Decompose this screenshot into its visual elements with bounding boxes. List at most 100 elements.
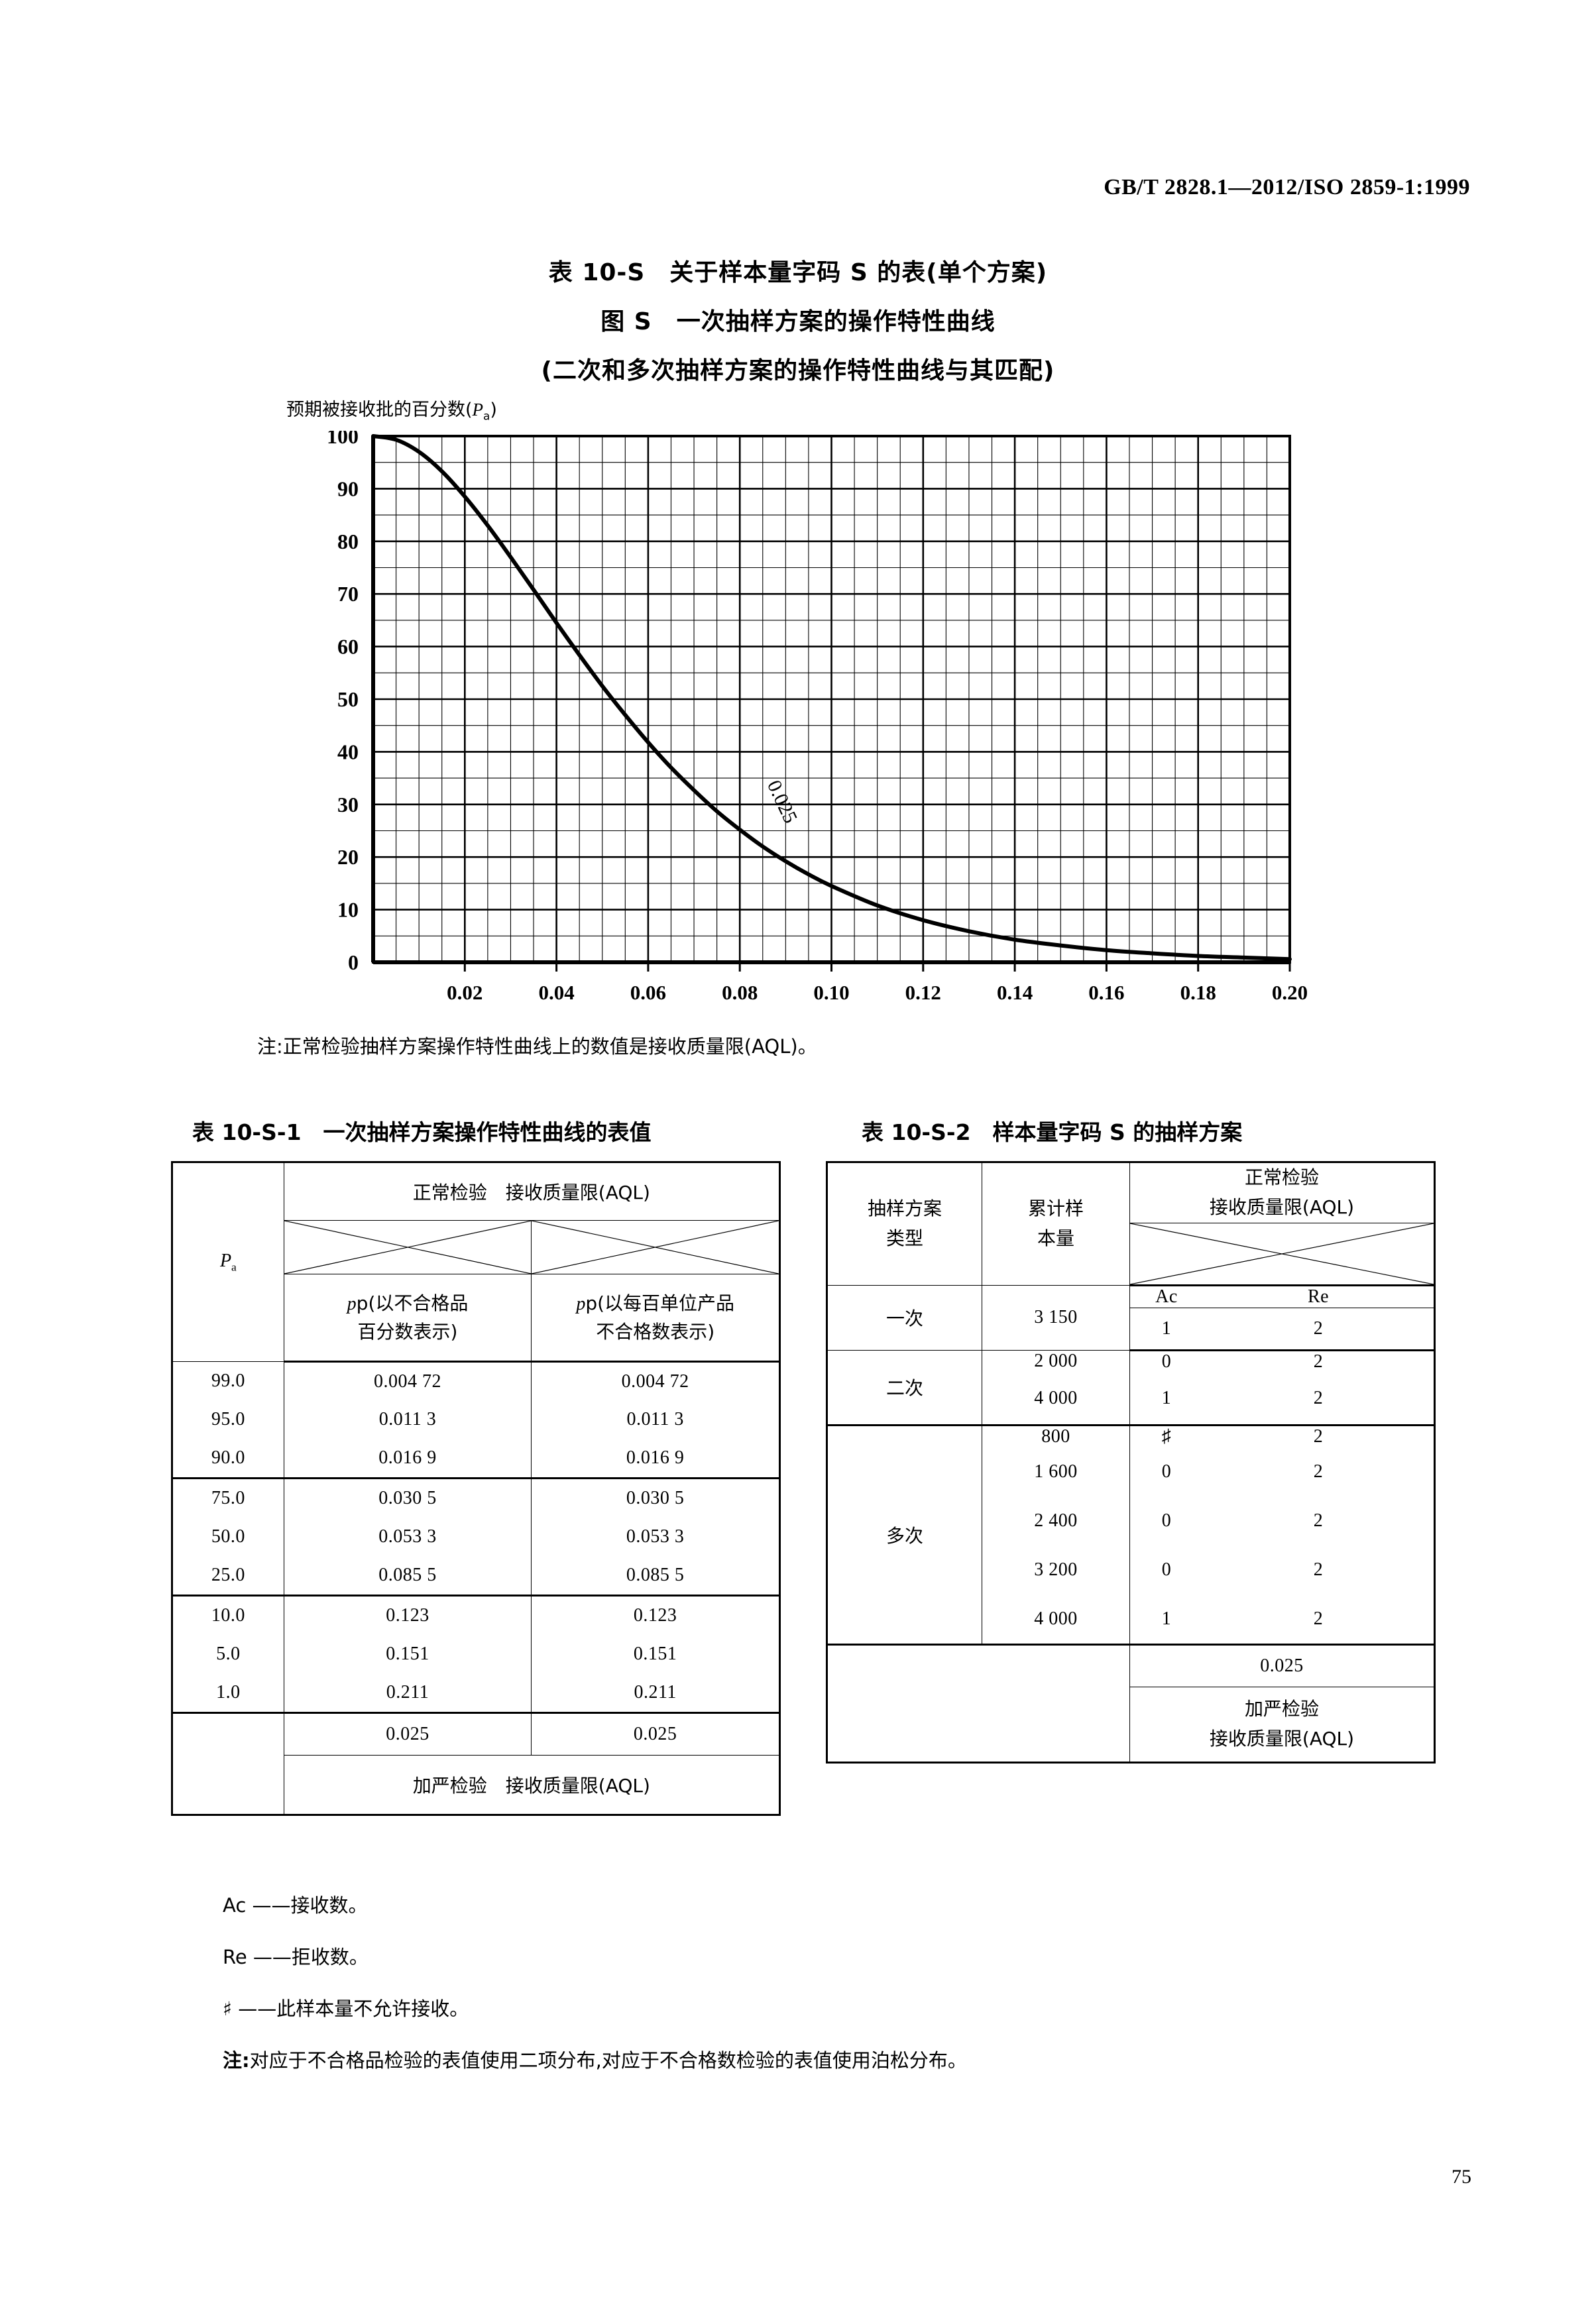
col1-value: 0.016 9 [283, 1439, 532, 1479]
svg-text:100: 100 [327, 431, 359, 448]
footer-line1: 加严检验 [1244, 1697, 1319, 1720]
col1-value: 0.011 3 [283, 1400, 532, 1439]
pa-value: 99.0 [172, 1361, 284, 1400]
col-header-percent-nonconforming: pp(以不合格品 百分数表示) [283, 1274, 532, 1363]
footnote-note-label: 注: [223, 2049, 250, 2072]
table-row: 抽样方案 类型 累计样 本量 正常检验 接收质量限(AQL) [826, 1162, 1435, 1286]
table-row: 1.0 0.211 0.211 [172, 1673, 780, 1714]
footnote-note: 注:对应于不合格品检验的表值使用二项分布,对应于不合格数检验的表值使用泊松分布。 [223, 2045, 1548, 2073]
sample-size-value: 3 200 [982, 1545, 1130, 1595]
empty-cell-mid [982, 1644, 1130, 1763]
table-row: 95.0 0.011 3 0.011 3 [172, 1400, 780, 1439]
ac-value: 1 [1129, 1594, 1203, 1646]
svg-text:80: 80 [337, 530, 359, 553]
sample-size-value: 2 000 [982, 1349, 1130, 1373]
pa-corner-cell: Pa [172, 1162, 284, 1362]
sample-size-value: 4 000 [982, 1594, 1130, 1646]
table-row: 1 2 [827, 1307, 1435, 1351]
col-header-1-line1: p(以不合格品 [356, 1292, 469, 1314]
page-title-table-10s: 表 10-S 关于样本量字码 S 的表(单个方案) [548, 259, 1048, 286]
header-aql-line2: 接收质量限(AQL) [1209, 1196, 1355, 1218]
re-value: 2 [1203, 1372, 1435, 1426]
sample-size-value: 1 600 [982, 1447, 1130, 1496]
table-row: 0.025 0.025 [172, 1712, 780, 1815]
page-number: 75 [1452, 2166, 1471, 2188]
table-row: 25.0 0.085 5 0.085 5 [172, 1556, 780, 1597]
ac-value: 0 [1129, 1496, 1203, 1545]
ac-value: 0 [1129, 1545, 1203, 1595]
col2-value: 0.151 [531, 1635, 780, 1673]
sample-size-value: 2 400 [982, 1496, 1130, 1545]
col1-value: 0.123 [283, 1595, 532, 1635]
table-row: 多次 800 ♯ 2 [826, 1424, 1435, 1646]
svg-text:0.02: 0.02 [447, 981, 483, 1001]
svg-text:70: 70 [337, 582, 359, 606]
svg-text:90: 90 [337, 476, 359, 500]
pa-value: 95.0 [172, 1400, 284, 1439]
col2-value: 0.053 3 [531, 1518, 780, 1556]
re-value: 2 [1203, 1594, 1435, 1646]
svg-text:30: 30 [337, 793, 359, 816]
page-title-figure-s: 图 S 一次抽样方案的操作特性曲线 [600, 308, 996, 335]
table-row: 99.0 0.004 72 0.004 72 [172, 1361, 780, 1400]
header-aql-line1: 正常检验 [1244, 1166, 1319, 1188]
header-plan-type: 抽样方案 类型 [826, 1162, 982, 1286]
empty-cell-left [826, 1644, 982, 1763]
table-row: 1 600 0 2 [827, 1447, 1435, 1496]
pa-value: 25.0 [172, 1556, 284, 1597]
re-value: 2 [1203, 1307, 1435, 1351]
oc-curve-chart: 0 10 20 30 40 50 60 70 80 90 100 0.02 0.04 0.06 0.08 0.… [0, 431, 1596, 1001]
table-row: 3 200 0 2 [827, 1545, 1435, 1595]
col1-value: 0.151 [283, 1635, 532, 1673]
footnote-note-text: 对应于不合格品检验的表值使用二项分布,对应于不合格数检验的表值使用泊松分布。 [249, 2049, 967, 2072]
svg-text:0.06: 0.06 [630, 981, 666, 1001]
re-value: 2 [1203, 1447, 1435, 1496]
re-value: 2 [1203, 1349, 1435, 1373]
sample-size-value: 800 [982, 1424, 1130, 1447]
table-row: Pa 正常检验 接收质量限(AQL) [172, 1162, 781, 1362]
svg-text:20: 20 [337, 845, 359, 869]
svg-text:10: 10 [337, 898, 359, 922]
footer-line2: 接收质量限(AQL) [1209, 1727, 1355, 1750]
svg-text:0.12: 0.12 [905, 981, 941, 1001]
tightened-inspection-aql-footer: 加严检验 接收质量限(AQL) [1129, 1686, 1435, 1763]
table-row: 加严检验 接收质量限(AQL) [172, 1755, 781, 1815]
title-block: 表 10-S 关于样本量字码 S 的表(单个方案) 图 S 一次抽样方案的操作特… [0, 253, 1596, 386]
ac-value: 1 [1129, 1372, 1203, 1426]
col2-value: 0.004 72 [531, 1361, 780, 1400]
oc-curve-svg: 0 10 20 30 40 50 60 70 80 90 100 0.02 0.04 0.06 0.08 0.… [327, 431, 1308, 1001]
header-cumulative-sample-size: 累计样 本量 [982, 1162, 1130, 1286]
table-row: 2 400 0 2 [827, 1496, 1435, 1545]
sample-size-value: 4 000 [982, 1372, 1130, 1426]
footnotes-block: Ac ——接收数。 Re ——拒收数。 ♯ ——此样本量不允许接收。 注:对应于… [223, 1890, 1548, 2097]
table-row: 10.0 0.123 0.123 [172, 1595, 780, 1635]
footnote-re: Re ——拒收数。 [223, 1946, 369, 1968]
svg-text:0: 0 [348, 950, 359, 974]
table-10s2: 抽样方案 类型 累计样 本量 正常检验 接收质量限(AQL) [826, 1161, 1436, 1764]
col1-value: 0.030 5 [283, 1478, 532, 1518]
col2-value: 0.123 [531, 1595, 780, 1635]
aql-value-col2: 0.025 [531, 1712, 780, 1756]
re-header: Re [1203, 1284, 1435, 1308]
col-header-2-line1: p(以每百单位产品 [585, 1292, 735, 1314]
col2-value: 0.030 5 [531, 1478, 780, 1518]
svg-text:50: 50 [337, 687, 359, 711]
pa-value: 90.0 [172, 1439, 284, 1479]
table-row: 50.0 0.053 3 0.053 3 [172, 1518, 780, 1556]
aql-value-col1: 0.025 [283, 1712, 532, 1756]
crossed-cell-1 [283, 1220, 532, 1274]
col-header-nonconformities-per-100: pp(以每百单位产品 不合格数表示) [531, 1274, 780, 1363]
ac-header: Ac [1129, 1284, 1203, 1308]
pa-value: 50.0 [172, 1518, 284, 1556]
table-row: 5.0 0.151 0.151 [172, 1635, 780, 1673]
pa-value: 75.0 [172, 1478, 284, 1518]
page-subtitle: (二次和多次抽样方案的操作特性曲线与其匹配) [541, 357, 1055, 384]
svg-text:0.025: 0.025 [763, 777, 801, 826]
col2-value: 0.011 3 [531, 1400, 780, 1439]
table-row: 0.025 [826, 1644, 1435, 1763]
footnote-ac: Ac ——接收数。 [223, 1894, 368, 1917]
svg-text:0.20: 0.20 [1272, 981, 1308, 1001]
pa-value: 1.0 [172, 1673, 284, 1714]
table-row: 二次 2 000 0 2 [826, 1349, 1435, 1426]
plan-type-single: 一次 [826, 1284, 982, 1351]
